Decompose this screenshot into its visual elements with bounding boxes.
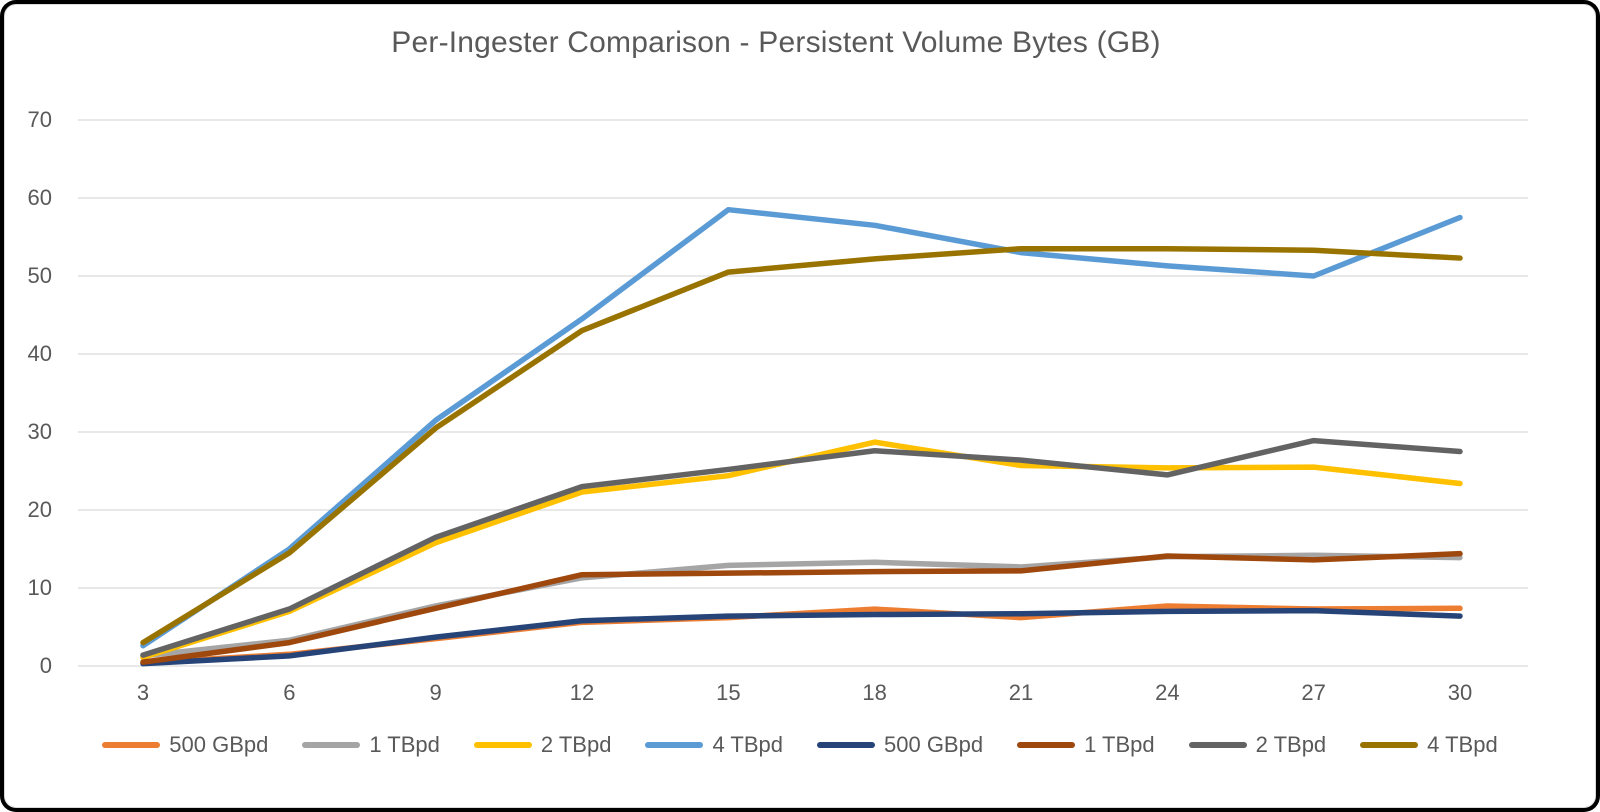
legend-label: 2 TBpd: [1255, 732, 1327, 757]
legend-item-4: 500 GBpd: [817, 732, 983, 758]
legend-item-7: 4 TBpd: [1360, 732, 1498, 758]
series-line-6-2-tbpd: [140, 437, 1463, 658]
y-axis-tick-label: 50: [27, 263, 52, 288]
series-line-3-4-tbpd: [140, 206, 1463, 649]
x-axis-tick-label: 24: [1155, 680, 1180, 705]
x-axis-tick-label: 9: [429, 680, 442, 705]
x-axis-tick-label: 18: [862, 680, 887, 705]
legend-line-swatch: [1360, 742, 1419, 748]
legend-line-swatch: [102, 742, 161, 748]
y-axis-tick-label: 70: [27, 107, 52, 132]
legend-line-swatch: [1017, 742, 1076, 748]
y-axis-tick-label: 30: [27, 419, 52, 444]
series-lines: [140, 206, 1463, 667]
series-line-7-4-tbpd: [140, 245, 1463, 646]
y-axis-tick-label: 0: [39, 653, 52, 678]
legend-item-0: 500 GBpd: [102, 732, 268, 758]
y-axis-tick-label: 40: [27, 341, 52, 366]
legend-line-swatch: [473, 742, 532, 748]
x-axis-tick-label: 27: [1301, 680, 1326, 705]
legend-line-swatch: [817, 742, 875, 748]
legend-line-swatch: [1188, 742, 1247, 748]
x-axis-tick-label: 21: [1008, 680, 1034, 705]
x-axis-tick-label: 6: [283, 680, 296, 705]
legend-label: 1 TBpd: [1084, 732, 1155, 757]
legend-item-6: 2 TBpd: [1188, 732, 1327, 758]
legend-label: 4 TBpd: [1427, 732, 1498, 757]
x-axis-tick-label: 30: [1447, 680, 1473, 705]
legend-label: 500 GBpd: [884, 732, 984, 757]
legend-line-swatch: [645, 742, 704, 748]
legend-line-swatch: [302, 742, 361, 748]
x-axis-tick-label: 15: [716, 680, 741, 705]
legend-label: 4 TBpd: [712, 732, 783, 757]
y-axis-tick-label: 10: [27, 575, 52, 600]
y-axis-tick-label: 20: [27, 497, 52, 522]
gridlines: [78, 119, 1528, 667]
chart-title: Per-Ingester Comparison - Persistent Vol…: [391, 26, 1161, 59]
legend-label: 2 TBpd: [540, 732, 612, 757]
series-line-2-2-tbpd: [140, 439, 1463, 661]
legend-label: 500 GBpd: [169, 732, 269, 757]
legend-item-3: 4 TBpd: [645, 732, 783, 758]
chart-background: [4, 4, 1596, 808]
legend-label: 1 TBpd: [369, 732, 440, 757]
y-axis-tick-label: 60: [27, 185, 52, 210]
series-line-5-1-tbpd: [140, 550, 1463, 665]
x-axis-tick-label: 12: [569, 680, 595, 705]
legend-item-2: 2 TBpd: [473, 732, 612, 758]
x-axis-tick-label: 3: [136, 680, 150, 705]
legend-item-1: 1 TBpd: [302, 732, 440, 758]
series-line-4-500-gbpd: [140, 607, 1463, 667]
legend: 500 GBpd 1 TBpd 2 TBpd 4 TBpd 500 GBpd 1 TBpd…: [40, 732, 1560, 758]
legend-item-5: 1 TBpd: [1017, 732, 1155, 758]
